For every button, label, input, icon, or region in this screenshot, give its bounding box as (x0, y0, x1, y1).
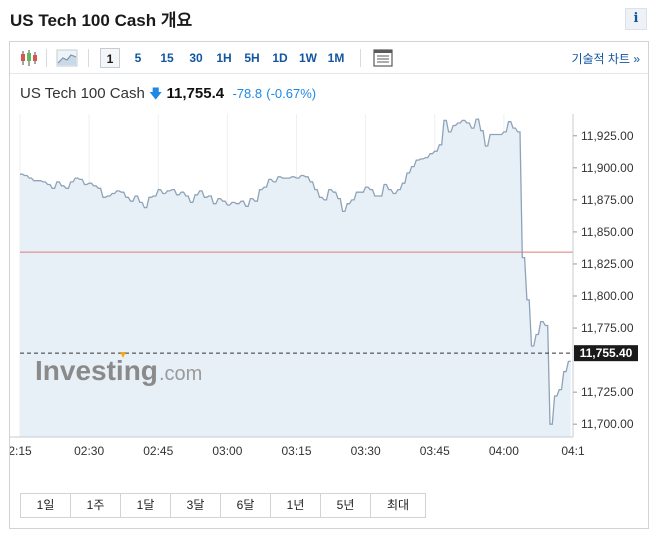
timeframe-5min[interactable]: 5 (134, 51, 142, 65)
chart-toolbar: 1 5 15 30 1H 5H 1D 1W 1M 기술적 차트 » (10, 42, 648, 74)
y-tick-label: 11,725.00 (581, 385, 634, 399)
current-price-marker: 11,755.40 (574, 345, 638, 362)
watermark-suffix: .com (159, 363, 202, 385)
page-title: US Tech 100 Cash 개요 (10, 11, 193, 30)
price-change-percent: (-0.67%) (266, 86, 317, 101)
x-tick-label: 03:15 (281, 444, 311, 458)
toolbar-divider (360, 49, 361, 67)
candlestick-icon[interactable] (18, 47, 40, 69)
timeframe-1h[interactable]: 1H (216, 51, 232, 65)
range-1m-button[interactable]: 1달 (121, 494, 171, 517)
info-button[interactable]: i (625, 8, 647, 30)
x-tick-label: 2:15 (10, 444, 32, 458)
area-chart-icon[interactable] (56, 47, 78, 69)
range-6m-button[interactable]: 6달 (221, 494, 271, 517)
y-tick-label: 11,775.00 (581, 321, 634, 335)
x-tick-label: 04:1 (561, 444, 585, 458)
technical-chart-link[interactable]: 기술적 차트 » (571, 52, 640, 66)
x-tick-label: 02:45 (143, 444, 173, 458)
range-1d-button[interactable]: 1일 (21, 494, 71, 517)
last-price: 11,755.4 (166, 85, 225, 102)
range-1w-button[interactable]: 1주 (71, 494, 121, 517)
chart-widget: 1 5 15 30 1H 5H 1D 1W 1M 기술적 차트 » US Tec… (9, 41, 649, 529)
timeframe-1d[interactable]: 1D (272, 51, 288, 65)
timeframe-5h[interactable]: 5H (244, 51, 260, 65)
price-line (20, 118, 571, 425)
y-tick-label: 11,800.00 (581, 289, 634, 303)
investing-watermark: Investing .com (35, 352, 202, 386)
current-price-label: 11,755.40 (580, 346, 633, 360)
price-change: -78.8 (232, 86, 263, 101)
timeframe-1min[interactable]: 1 (100, 48, 120, 68)
time-range-selector: 1일 1주 1달 3달 6달 1년 5년 최대 (20, 493, 426, 518)
price-area-fill (20, 119, 571, 437)
x-tick-label: 03:30 (351, 444, 381, 458)
table-view-icon[interactable] (372, 47, 394, 69)
range-3m-button[interactable]: 3달 (171, 494, 221, 517)
down-arrow-icon: 🡇 (148, 86, 163, 101)
watermark-brand: Investing (35, 355, 158, 386)
y-tick-label: 11,900.00 (581, 161, 634, 175)
timeframe-1w[interactable]: 1W (299, 51, 317, 65)
price-chart[interactable]: Investing .com 11,925.00 11,900.00 11,875.… (10, 114, 648, 484)
timeframe-30min[interactable]: 30 (189, 51, 203, 65)
y-tick-label: 11,925.00 (581, 129, 634, 143)
instrument-name: US Tech 100 Cash (20, 85, 145, 102)
toolbar-divider (88, 49, 89, 67)
x-tick-label: 03:45 (420, 444, 450, 458)
y-tick-label: 11,700.00 (581, 417, 634, 431)
y-tick-label: 11,850.00 (581, 225, 634, 239)
timeframe-15min[interactable]: 15 (160, 51, 174, 65)
watermark-dot-icon (120, 352, 126, 358)
range-1y-button[interactable]: 1년 (271, 494, 321, 517)
timeframe-1m[interactable]: 1M (327, 51, 345, 65)
range-max-button[interactable]: 최대 (371, 494, 425, 517)
toolbar-divider (46, 49, 47, 67)
quote-bar: US Tech 100 Cash 🡇 11,755.4 -78.8 (-0.67… (20, 85, 316, 107)
x-tick-label: 03:00 (212, 444, 242, 458)
y-tick-label: 11,875.00 (581, 193, 634, 207)
x-tick-label: 02:30 (74, 444, 104, 458)
y-tick-label: 11,825.00 (581, 257, 634, 271)
x-tick-label: 04:00 (489, 444, 519, 458)
range-5y-button[interactable]: 5년 (321, 494, 371, 517)
